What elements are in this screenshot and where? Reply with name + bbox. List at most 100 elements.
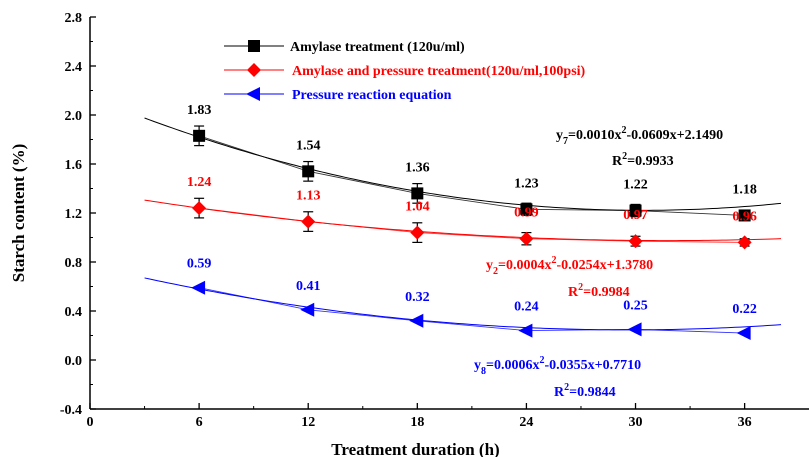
x-axis-title: Treatment duration (h) [331, 440, 499, 457]
x-tick-label: 30 [629, 415, 643, 430]
y-tick-label: 0.0 [65, 354, 83, 369]
equation-part: =0.0010x [568, 128, 621, 143]
y-tick-label: 2.0 [65, 109, 83, 124]
x-tick-label: 24 [519, 415, 533, 430]
legend-marker-0 [248, 40, 260, 52]
fit-curve-0 [144, 117, 781, 211]
data-label-2-4: 0.25 [623, 298, 648, 313]
data-point-2-3 [518, 323, 533, 338]
data-point-2-1 [300, 302, 315, 317]
fit-equation-0: y7=0.0010x2-0.0609x+2.1490 [556, 125, 723, 147]
r2-part: =0.9984 [583, 285, 629, 300]
series-0: 1.83 1.54 1.36 1.23 1.22 1.18 [144, 103, 781, 222]
legend: Amylase treatment (120u/ml) Amylase and p… [224, 40, 586, 103]
data-label-1-1: 1.13 [296, 189, 321, 204]
series-2: 0.59 0.41 0.32 0.24 0.25 0.22 [144, 257, 781, 341]
y-tick-label: 2.4 [65, 60, 83, 75]
r2-part: =0.9844 [569, 385, 615, 400]
data-point-0-2 [411, 187, 424, 200]
equation-part: 7 [563, 136, 568, 147]
data-point-0-1 [302, 165, 315, 178]
series-line-0 [198, 135, 745, 216]
fit-curve-2 [144, 277, 781, 331]
x-tick-label: 6 [196, 415, 203, 430]
data-point-1-0 [192, 201, 207, 216]
data-label-0-5: 1.18 [732, 182, 757, 197]
x-tick-label: 36 [738, 415, 752, 430]
series-line-2 [199, 287, 745, 334]
data-label-0-0: 1.83 [187, 103, 212, 118]
data-label-2-1: 0.41 [296, 279, 321, 294]
series-1: 1.24 1.13 1.04 0.99 0.97 0.96 [144, 175, 781, 250]
data-label-2-3: 0.24 [514, 300, 539, 315]
data-point-2-2 [409, 313, 424, 328]
series-line-1 [199, 207, 745, 243]
data-point-1-1 [301, 214, 316, 229]
data-point-2-0 [191, 280, 206, 295]
data-point-1-4 [628, 234, 643, 249]
data-point-0-3 [520, 203, 533, 216]
equation-part: -0.0609x+2.1490 [626, 128, 723, 143]
r2-part: 2 [622, 151, 627, 162]
r2-part: 2 [578, 282, 583, 293]
data-label-1-0: 1.24 [187, 175, 212, 190]
y-tick-label: -0.4 [60, 403, 82, 418]
data-point-2-4 [627, 322, 642, 337]
data-point-0-0 [193, 129, 206, 142]
equation-part: 2 [493, 266, 498, 277]
equation-part: y [474, 358, 481, 373]
y-tick-label: 0.8 [65, 256, 83, 271]
r-squared-0: R2=0.9933 [612, 151, 674, 169]
fit-equation-2: y8=0.0006x2-0.0355x+0.7710 [474, 355, 641, 377]
y-tick-label: 0.4 [65, 305, 83, 320]
equation-part: =0.0004x [498, 258, 551, 273]
data-label-1-4: 0.97 [623, 208, 648, 223]
y-tick-label: 2.8 [65, 11, 83, 26]
fit-equation-1: y2=0.0004x2-0.0254x+1.3780 [486, 255, 653, 277]
data-label-2-0: 0.59 [187, 257, 212, 272]
y-tick-label: 1.2 [65, 207, 83, 222]
equation-part: 8 [481, 366, 486, 377]
equation-part: -0.0355x+0.7710 [544, 358, 641, 373]
data-label-0-3: 1.23 [514, 176, 539, 191]
data-label-1-5: 0.96 [732, 209, 757, 224]
equation-part: =0.0006x [486, 358, 539, 373]
data-label-0-4: 1.22 [623, 178, 648, 193]
legend-entry-1: Amylase and pressure treatment(120u/ml,1… [292, 64, 586, 79]
r-squared-1: R2=0.9984 [568, 282, 630, 300]
data-label-1-2: 1.04 [405, 200, 430, 215]
data-point-1-2 [410, 225, 425, 240]
y-tick-label: 1.6 [65, 158, 83, 173]
data-label-0-1: 1.54 [296, 138, 321, 153]
data-label-2-5: 0.22 [732, 302, 757, 317]
data-point-0-5 [738, 209, 751, 222]
data-label-1-3: 0.99 [514, 206, 539, 221]
data-label-0-2: 1.36 [405, 160, 430, 175]
legend-entry-2: Pressure reaction equation [292, 88, 452, 103]
legend-marker-2 [246, 87, 260, 101]
equation-part: 2 [621, 125, 626, 136]
r2-part: R [554, 385, 565, 400]
r-squared-2: R2=0.9844 [554, 382, 616, 400]
x-tick-label: 18 [410, 415, 424, 430]
r2-part: =0.9933 [627, 154, 673, 169]
data-point-1-5 [737, 235, 752, 250]
data-point-2-5 [736, 326, 751, 341]
x-tick-label: 12 [301, 415, 315, 430]
x-tick-label: 0 [87, 415, 94, 430]
equation-part: 2 [539, 355, 544, 366]
data-point-1-3 [519, 231, 534, 246]
fit-curve-1 [144, 199, 781, 242]
equation-part: 2 [551, 255, 556, 266]
equation-part: -0.0254x+1.3780 [556, 258, 653, 273]
data-point-0-4 [629, 204, 642, 217]
equation-part: y [486, 258, 493, 273]
r2-part: 2 [564, 382, 569, 393]
legend-marker-1 [247, 63, 261, 77]
r2-part: R [612, 154, 623, 169]
legend-entry-0: Amylase treatment (120u/ml) [290, 40, 465, 55]
y-axis-title: Starch content (%) [9, 144, 28, 283]
equation-part: y [556, 128, 563, 143]
r2-part: R [568, 285, 579, 300]
